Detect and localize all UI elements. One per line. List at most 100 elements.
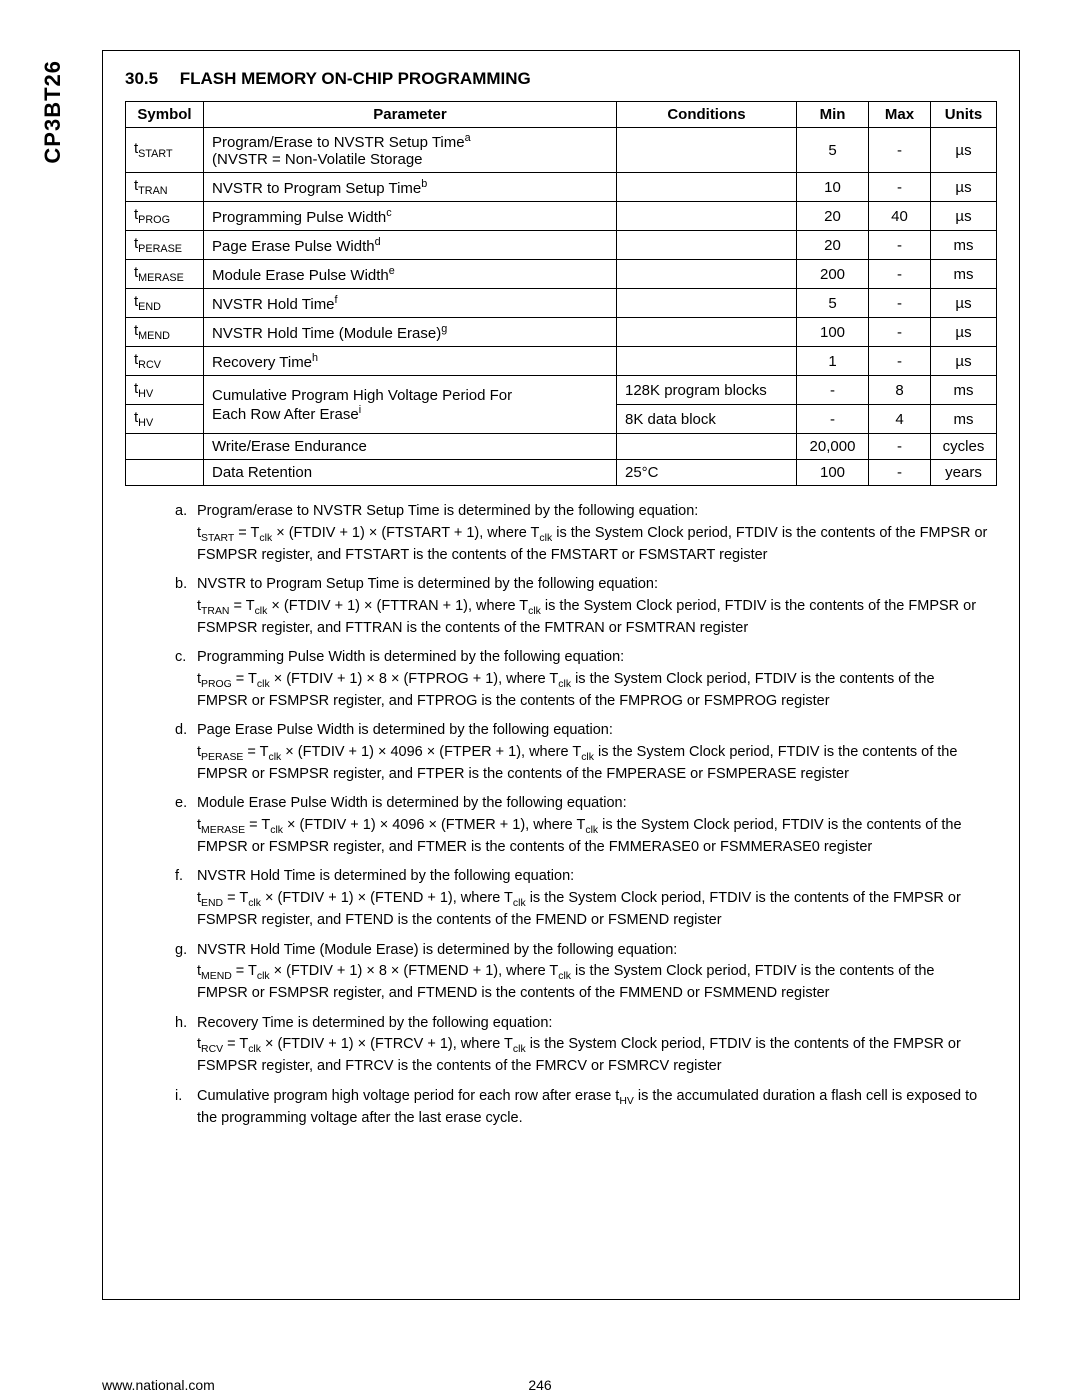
cell-symbol: tHV: [126, 376, 204, 405]
cell-symbol: tPROG: [126, 202, 204, 231]
footnote: g. NVSTR Hold Time (Module Erase) is dete…: [175, 941, 989, 1004]
footnote-marker: g.: [175, 941, 187, 961]
cell-parameter: Program/Erase to NVSTR Setup Timea(NVSTR…: [204, 128, 617, 173]
table-row: tRCVRecovery Timeh 1-µs: [126, 347, 997, 376]
table-header-row: Symbol Parameter Conditions Min Max Unit…: [126, 102, 997, 128]
footnote-marker: c.: [175, 648, 186, 668]
cell-max: 40: [869, 202, 931, 231]
cell-parameter: NVSTR Hold Time (Module Erase)g: [204, 318, 617, 347]
footnote: h. Recovery Time is determined by the fol…: [175, 1014, 989, 1077]
cell-parameter: Page Erase Pulse Widthd: [204, 231, 617, 260]
cell-min: 5: [797, 128, 869, 173]
cell-max: 4: [869, 405, 931, 434]
cell-parameter: Programming Pulse Widthc: [204, 202, 617, 231]
footnote-body: NVSTR Hold Time (Module Erase) is determ…: [197, 941, 989, 1004]
cell-conditions: 25°C: [617, 460, 797, 486]
table-row: tMERASEModule Erase Pulse Widthe200-ms: [126, 260, 997, 289]
cell-min: 20,000: [797, 434, 869, 460]
footer-url: www.national.com: [102, 1377, 215, 1393]
footnote-marker: h.: [175, 1014, 187, 1034]
cell-max: -: [869, 460, 931, 486]
cell-parameter: Recovery Timeh: [204, 347, 617, 376]
th-max: Max: [869, 102, 931, 128]
cell-conditions: [617, 260, 797, 289]
table-row: tENDNVSTR Hold Timef5-µs: [126, 289, 997, 318]
footnote-body: Programming Pulse Width is determined by…: [197, 648, 989, 711]
cell-units: ms: [931, 260, 997, 289]
cell-units: ms: [931, 231, 997, 260]
footnote-marker: b.: [175, 575, 187, 595]
footnote: b. NVSTR to Program Setup Time is determi…: [175, 575, 989, 638]
spec-table: Symbol Parameter Conditions Min Max Unit…: [125, 101, 997, 486]
cell-units: µs: [931, 347, 997, 376]
cell-parameter: NVSTR Hold Timef: [204, 289, 617, 318]
footnote-marker: a.: [175, 502, 187, 522]
cell-min: 20: [797, 202, 869, 231]
cell-symbol: tMERASE: [126, 260, 204, 289]
footer-page-number: 246: [528, 1377, 551, 1393]
footnote-marker: d.: [175, 721, 187, 741]
cell-max: -: [869, 260, 931, 289]
cell-parameter: Module Erase Pulse Widthe: [204, 260, 617, 289]
cell-conditions: 128K program blocks: [617, 376, 797, 405]
cell-min: 100: [797, 318, 869, 347]
cell-conditions: [617, 289, 797, 318]
cell-units: cycles: [931, 434, 997, 460]
cell-conditions: [617, 434, 797, 460]
cell-units: µs: [931, 128, 997, 173]
table-row: tTRANNVSTR to Program Setup Timeb10-µs: [126, 173, 997, 202]
cell-max: -: [869, 318, 931, 347]
cell-parameter: NVSTR to Program Setup Timeb: [204, 173, 617, 202]
footnote: d.Page Erase Pulse Width is determined b…: [175, 721, 989, 784]
cell-min: 20: [797, 231, 869, 260]
cell-symbol: tPERASE: [126, 231, 204, 260]
footnote-marker: i.: [175, 1087, 182, 1107]
th-symbol: Symbol: [126, 102, 204, 128]
footnote-body: Recovery Time is determined by the follo…: [197, 1014, 989, 1077]
table-row: tPERASEPage Erase Pulse Widthd20-ms: [126, 231, 997, 260]
cell-units: ms: [931, 376, 997, 405]
cell-max: -: [869, 128, 931, 173]
footnote: i.Cumulative program high voltage period…: [175, 1087, 989, 1129]
th-min: Min: [797, 102, 869, 128]
cell-units: ms: [931, 405, 997, 434]
cell-min: 100: [797, 460, 869, 486]
footnote-body: Program/erase to NVSTR Setup Time is det…: [197, 502, 989, 565]
table-row: tHVCumulative Program High Voltage Perio…: [126, 376, 997, 405]
cell-conditions: 8K data block: [617, 405, 797, 434]
cell-symbol: [126, 434, 204, 460]
cell-conditions: [617, 318, 797, 347]
cell-min: 1: [797, 347, 869, 376]
footnote-body: NVSTR to Program Setup Time is determine…: [197, 575, 989, 638]
cell-symbol: tRCV: [126, 347, 204, 376]
cell-units: µs: [931, 318, 997, 347]
cell-parameter: Data Retention: [204, 460, 617, 486]
footnote: c. Programming Pulse Width is determined …: [175, 648, 989, 711]
footnote: a. Program/erase to NVSTR Setup Time is d…: [175, 502, 989, 565]
cell-units: µs: [931, 289, 997, 318]
th-units: Units: [931, 102, 997, 128]
section-number: 30.5: [125, 69, 175, 89]
footnotes: a. Program/erase to NVSTR Setup Time is d…: [125, 502, 997, 1128]
footnote-marker: e.: [175, 794, 187, 814]
th-conditions: Conditions: [617, 102, 797, 128]
footnote-body: Module Erase Pulse Width is determined b…: [197, 794, 989, 857]
cell-units: years: [931, 460, 997, 486]
cell-min: -: [797, 376, 869, 405]
table-row: Data Retention25°C100-years: [126, 460, 997, 486]
section-heading: 30.5 FLASH MEMORY ON-CHIP PROGRAMMING: [125, 69, 997, 89]
footnote: e. Module Erase Pulse Width is determined…: [175, 794, 989, 857]
cell-max: -: [869, 289, 931, 318]
side-product-label: CP3BT26: [40, 60, 66, 164]
cell-conditions: [617, 128, 797, 173]
cell-max: -: [869, 347, 931, 376]
table-row: Write/Erase Endurance20,000-cycles: [126, 434, 997, 460]
cell-conditions: [617, 347, 797, 376]
table-row: tPROGProgramming Pulse Widthc2040µs: [126, 202, 997, 231]
cell-conditions: [617, 202, 797, 231]
cell-symbol: tSTART: [126, 128, 204, 173]
cell-max: 8: [869, 376, 931, 405]
section-title: FLASH MEMORY ON-CHIP PROGRAMMING: [180, 69, 531, 88]
content-frame: 30.5 FLASH MEMORY ON-CHIP PROGRAMMING Sy…: [102, 50, 1020, 1300]
cell-conditions: [617, 231, 797, 260]
